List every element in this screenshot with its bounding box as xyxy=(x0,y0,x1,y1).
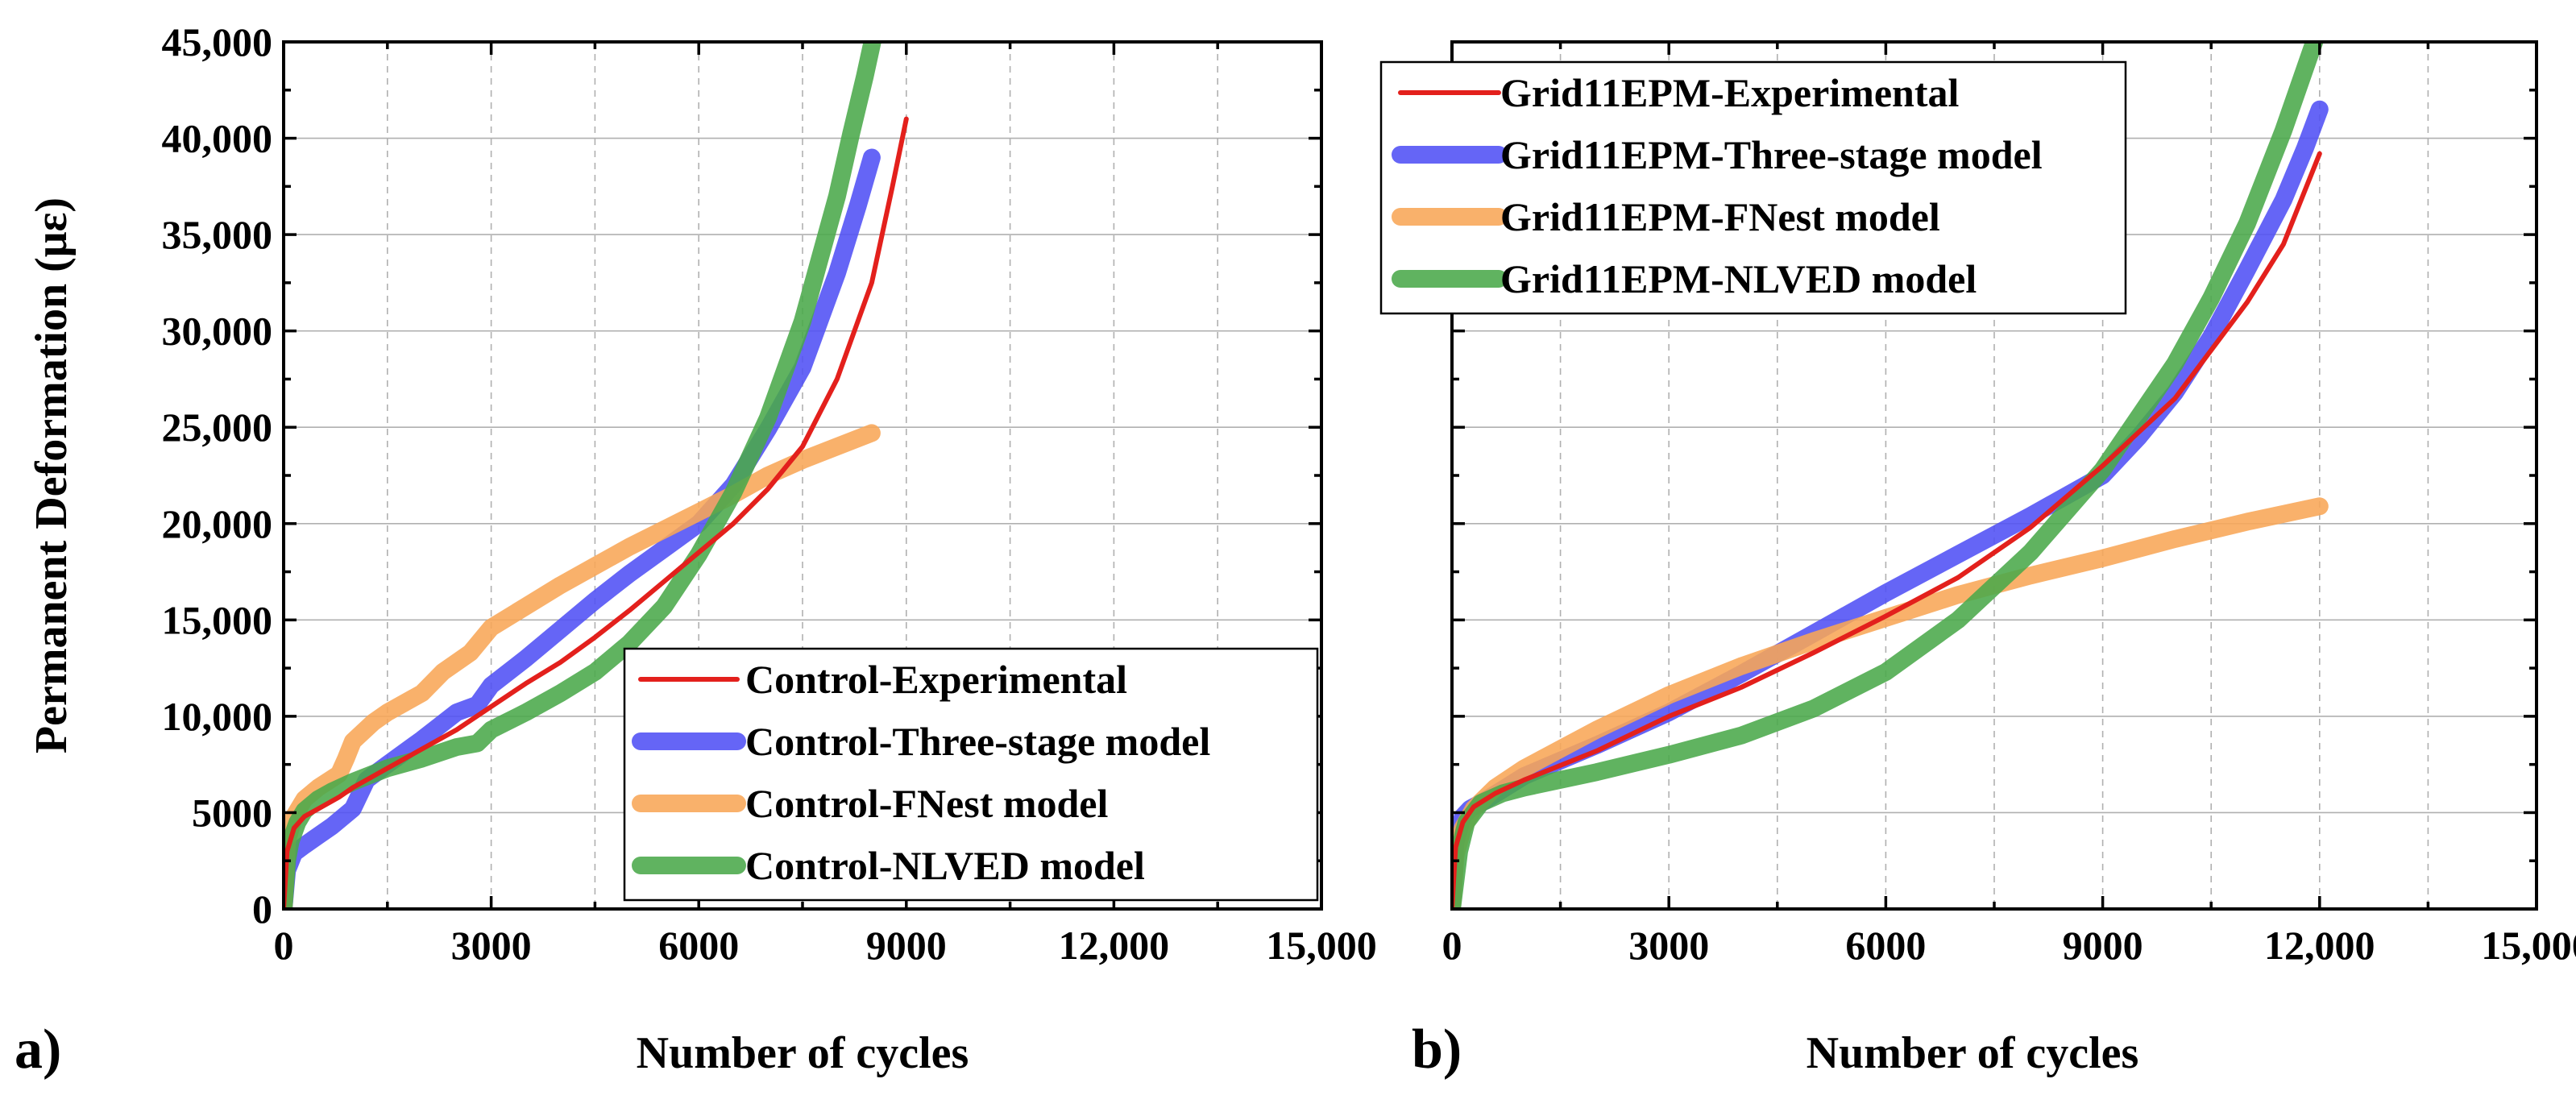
x-tick-label: 0 xyxy=(1442,923,1462,968)
y-tick-label: 20,000 xyxy=(162,501,273,546)
x-tick-label: 9000 xyxy=(2063,923,2143,968)
series-group xyxy=(1452,42,2329,909)
legend-entry-label: Grid11EPM-FNest model xyxy=(1500,194,1940,239)
series-line-control-experimental xyxy=(284,116,909,909)
panel-label: b) xyxy=(1412,1019,1462,1081)
x-axis-title: Number of cycles xyxy=(1807,1028,2139,1078)
x-tick-label: 9000 xyxy=(866,923,947,968)
x-tick-label: 6000 xyxy=(658,923,739,968)
x-tick-label: 12,000 xyxy=(2264,923,2375,968)
legend-entry-label: Control-FNest model xyxy=(745,781,1108,826)
x-tick-label: 12,000 xyxy=(1059,923,1170,968)
y-tick-label: 25,000 xyxy=(162,405,273,450)
series-group xyxy=(284,42,909,909)
x-tick-label: 3000 xyxy=(1628,923,1709,968)
chart-panel-a: 0 3000 6000 9000 12,000 15,000 0 5000 10,000 15,0… xyxy=(15,19,1377,1081)
y-tick-label: 30,000 xyxy=(162,309,273,354)
x-tick-label: 3000 xyxy=(451,923,532,968)
legend-entry-label: Control-NLVED model xyxy=(745,843,1145,888)
panel-label: a) xyxy=(15,1019,61,1081)
legend-entry-label: Control-Experimental xyxy=(745,657,1127,702)
y-tick-label: 5000 xyxy=(192,790,272,835)
x-tick-label: 0 xyxy=(274,923,294,968)
y-tick-label: 35,000 xyxy=(162,212,273,257)
legend: Grid11EPM-Experimental Grid11EPM-Three-st… xyxy=(1379,60,2127,315)
x-tick-label: 6000 xyxy=(1845,923,1926,968)
axis-ticks xyxy=(1450,40,2538,911)
legend-entry-label: Grid11EPM-Experimental xyxy=(1500,70,1959,115)
y-tick-label: 0 xyxy=(252,886,272,932)
legend-entry-label: Grid11EPM-Three-stage model xyxy=(1500,132,2043,177)
legend-box xyxy=(1379,60,2127,315)
series-line-grid11epm-nlved-model xyxy=(1452,42,2324,909)
y-tick-label: 10,000 xyxy=(162,694,273,739)
series-line-control-nlved-model xyxy=(284,42,881,909)
y-axis-title: Permanent Deformation (με) xyxy=(27,197,77,753)
series-line-grid11epm-experimental xyxy=(1452,151,2322,909)
x-tick-label: 15,000 xyxy=(2481,923,2576,968)
y-tick-label: 45,000 xyxy=(162,19,273,64)
legend-entry-label: Grid11EPM-NLVED model xyxy=(1500,256,1977,301)
chart-panel-b: 0 3000 6000 9000 12,000 15,000 Number of cycle… xyxy=(1379,40,2576,1081)
legend: Control-Experimental Control-Three-stage … xyxy=(623,647,1319,902)
legend-entry-label: Control-Three-stage model xyxy=(745,719,1210,764)
x-tick-label: 15,000 xyxy=(1266,923,1377,968)
y-tick-label: 15,000 xyxy=(162,597,273,642)
x-axis-title: Number of cycles xyxy=(637,1028,969,1078)
y-tick-label: 40,000 xyxy=(162,116,273,161)
